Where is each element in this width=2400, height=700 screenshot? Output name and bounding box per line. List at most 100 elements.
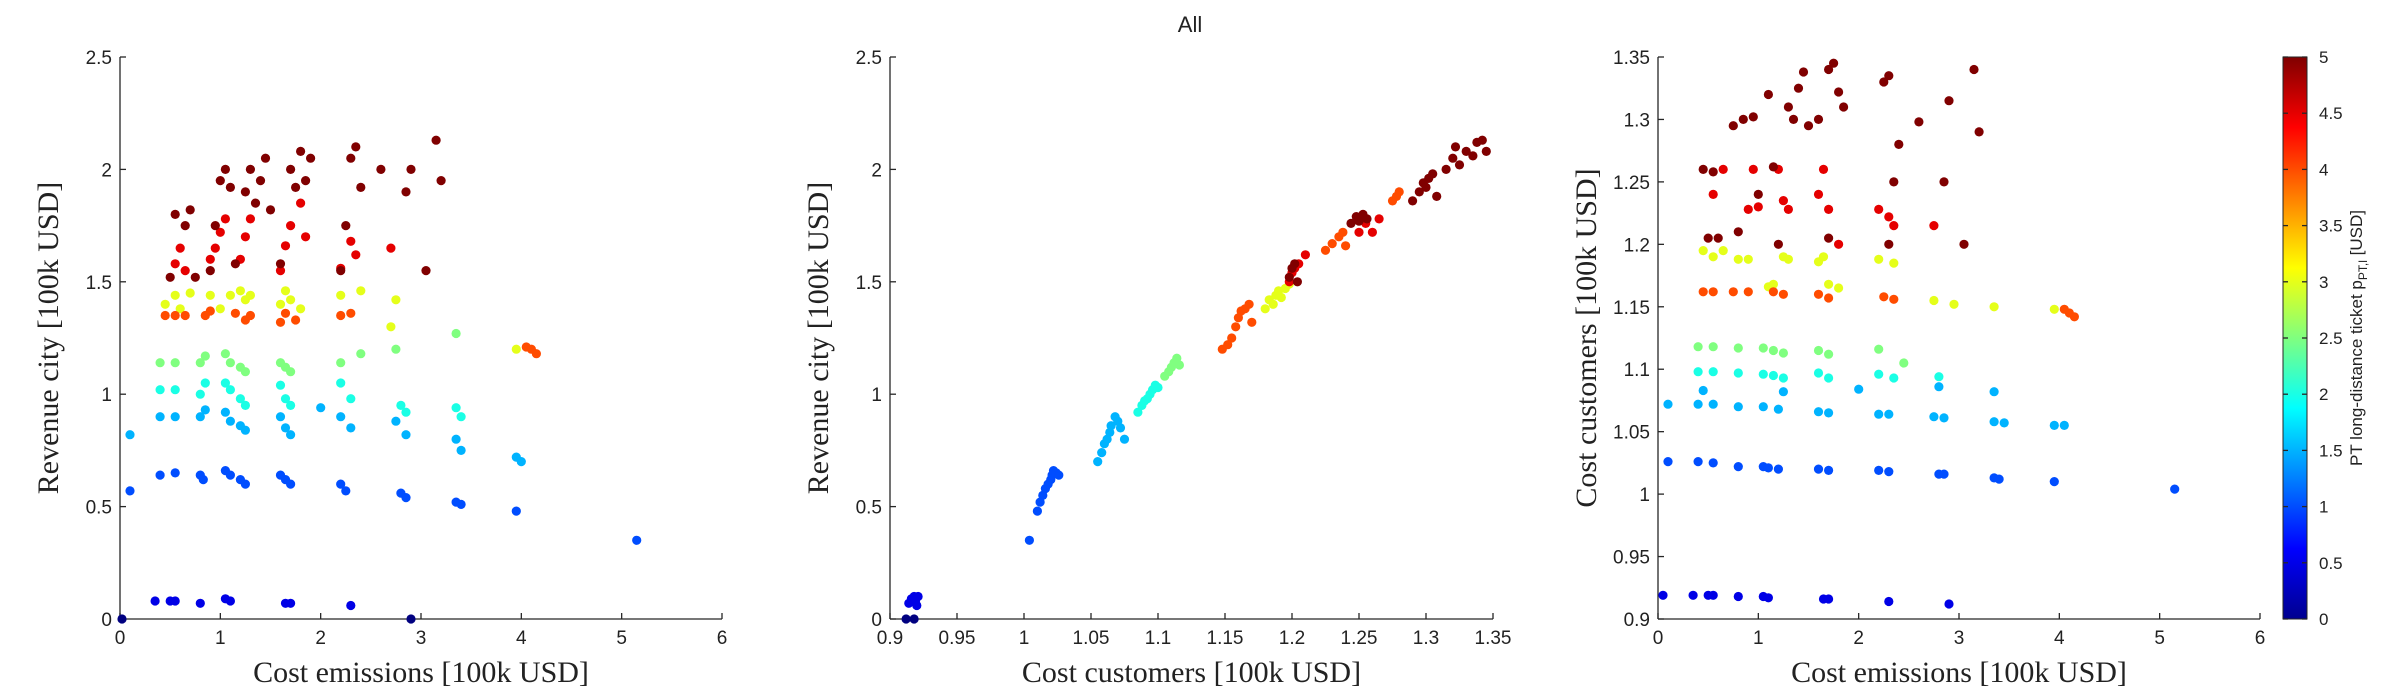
x-tick-label: 6 xyxy=(2255,628,2266,649)
data-point xyxy=(396,400,406,410)
data-point xyxy=(265,205,276,215)
data-point xyxy=(1884,71,1894,81)
data-point xyxy=(1929,221,1939,231)
data-point xyxy=(1939,177,1949,187)
data-point xyxy=(220,164,230,174)
data-point xyxy=(1733,368,1743,378)
data-point xyxy=(632,535,642,545)
data-point xyxy=(1748,164,1758,174)
y-tick-label: 1 xyxy=(1639,485,1650,506)
data-point xyxy=(1824,64,1834,75)
data-point xyxy=(1320,245,1331,255)
data-point xyxy=(275,412,286,422)
data-point xyxy=(306,153,316,163)
data-point xyxy=(280,241,291,251)
data-point xyxy=(1989,417,1999,427)
data-point xyxy=(1414,187,1424,197)
data-point xyxy=(1889,373,1899,383)
data-point xyxy=(125,486,135,496)
y-tick-label: 1.35 xyxy=(1613,48,1650,69)
data-point xyxy=(1733,402,1743,412)
data-point xyxy=(1698,385,1708,396)
data-point xyxy=(286,430,296,440)
data-point xyxy=(2059,420,2069,430)
data-point xyxy=(1758,369,1768,379)
data-point xyxy=(1989,302,1999,312)
data-point xyxy=(245,310,255,321)
y-tick-label: 2.5 xyxy=(86,48,112,69)
data-point xyxy=(1367,227,1377,237)
data-point xyxy=(909,614,919,624)
scatter-panel-customers-vs-revenue: 0.9 0.95 1 1.05 1.1 1.15 1.2 1.25 1.3 1.35 0 0.5 1 1.… xyxy=(802,48,1511,689)
data-point xyxy=(1934,372,1944,382)
data-point xyxy=(240,187,250,197)
data-point xyxy=(155,385,165,395)
data-point xyxy=(195,389,205,399)
data-point xyxy=(235,394,245,404)
data-point xyxy=(386,322,396,332)
colorbar: 0 0.5 1 1.5 2 2.5 3 3.5 4 4.5 5 PT long-distance t… xyxy=(2282,48,2370,629)
colorbar-label: PT long-distance ticket pPT,l [USD] xyxy=(2347,210,2370,466)
data-point xyxy=(286,295,296,305)
data-point xyxy=(456,499,466,509)
y-tick-label: 1.15 xyxy=(1613,298,1650,319)
data-point xyxy=(1432,191,1442,201)
data-point xyxy=(170,468,180,478)
data-point xyxy=(240,232,250,242)
data-point xyxy=(1753,202,1763,212)
colorbar-tick-label: 3.5 xyxy=(2319,217,2343,236)
data-point xyxy=(356,286,366,296)
data-point xyxy=(1778,289,1788,299)
data-point xyxy=(215,176,225,186)
data-point xyxy=(391,295,401,305)
data-point xyxy=(1813,289,1824,299)
data-point xyxy=(1768,345,1778,356)
x-tick-label: 1 xyxy=(1019,628,1030,649)
data-point xyxy=(170,259,180,269)
data-point xyxy=(240,400,250,410)
data-point xyxy=(1097,448,1107,458)
data-point xyxy=(170,209,180,219)
data-point xyxy=(1688,590,1698,600)
data-point xyxy=(531,349,542,359)
data-point xyxy=(1824,465,1834,475)
data-point xyxy=(125,430,135,440)
data-point xyxy=(1441,164,1451,174)
y-tick-label: 1.5 xyxy=(856,273,882,294)
data-point xyxy=(356,349,366,359)
data-point xyxy=(336,290,346,300)
data-point xyxy=(511,506,521,516)
data-point xyxy=(1421,182,1431,192)
data-point xyxy=(1874,344,1884,354)
data-point xyxy=(1949,299,1959,309)
data-point xyxy=(1934,382,1944,392)
data-point xyxy=(1829,58,1839,68)
data-point xyxy=(1834,283,1844,293)
data-point xyxy=(1929,412,1939,422)
data-point xyxy=(1032,506,1042,516)
data-point xyxy=(456,445,466,455)
data-point xyxy=(406,164,416,174)
data-point xyxy=(275,299,286,309)
data-point xyxy=(1939,413,1949,423)
data-point xyxy=(301,176,311,186)
y-axis-label: Revenue city [100k USD] xyxy=(802,182,835,494)
x-tick-label: 1 xyxy=(215,628,226,649)
data-point xyxy=(195,412,205,422)
scatter-panel-emissions-vs-revenue: 0 1 2 3 4 5 6 0 0.5 1 1.5 2 2.5 Cost emissions [100k … xyxy=(32,48,727,689)
data-point xyxy=(170,412,180,422)
data-point xyxy=(225,416,235,426)
data-point xyxy=(346,394,356,404)
data-point xyxy=(1708,342,1718,352)
colorbar-tick-label: 3 xyxy=(2319,273,2328,292)
data-point xyxy=(280,423,291,433)
data-point xyxy=(198,475,208,485)
x-tick-label: 1.05 xyxy=(1073,628,1110,649)
data-point xyxy=(1793,83,1804,93)
data-point xyxy=(1698,164,1708,174)
data-point xyxy=(155,412,165,422)
data-point xyxy=(250,198,261,208)
data-point xyxy=(1824,408,1834,418)
data-point xyxy=(1778,348,1788,358)
data-point xyxy=(2170,484,2180,494)
